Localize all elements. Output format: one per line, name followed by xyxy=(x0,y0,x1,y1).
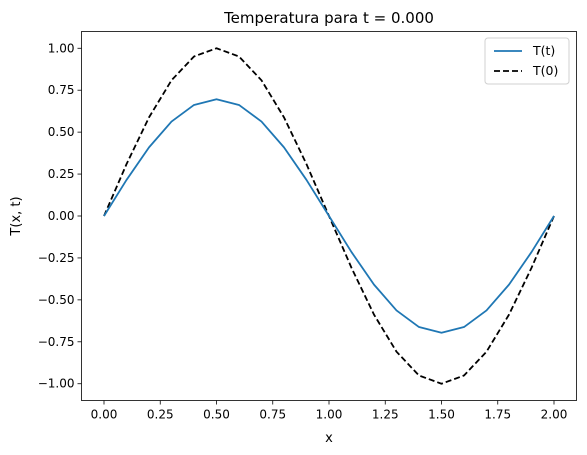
y-tick-label: 0.25 xyxy=(48,167,75,181)
legend-label-t-t: T(t) xyxy=(532,43,555,58)
y-tick-label: 0.50 xyxy=(48,125,75,139)
series-line-t-t xyxy=(103,98,555,334)
x-tick-label: 2.00 xyxy=(541,408,568,422)
y-tick-label: −0.50 xyxy=(38,293,75,307)
x-tick-label: 1.00 xyxy=(316,408,343,422)
x-axis-ticks: 0.00 0.25 0.50 0.75 1.00 1.25 1.50 1.75 2.00 xyxy=(91,400,568,422)
x-tick-label: 1.75 xyxy=(484,408,511,422)
x-tick-label: 1.25 xyxy=(372,408,399,422)
legend-label-t-0: T(0) xyxy=(532,63,558,78)
chart-title: Temperatura para t = 0.000 xyxy=(223,9,434,27)
y-axis-label: T(x, t) xyxy=(9,196,24,236)
y-tick-label: 0.00 xyxy=(48,209,75,223)
legend-frame xyxy=(484,37,570,85)
x-tick-label: 0.75 xyxy=(259,408,286,422)
y-tick-label: 1.00 xyxy=(48,41,75,55)
y-tick-label: −0.75 xyxy=(38,335,75,349)
x-axis-label: x xyxy=(325,431,333,446)
x-tick-label: 0.00 xyxy=(91,408,118,422)
x-tick-label: 1.50 xyxy=(428,408,455,422)
x-tick-label: 0.50 xyxy=(203,408,230,422)
x-tick-label: 0.25 xyxy=(147,408,174,422)
y-tick-label: 0.75 xyxy=(48,83,75,97)
y-axis-ticks: −1.00 −0.75 −0.50 −0.25 0.00 0.25 0.50 0.75 1.00 xyxy=(38,41,82,391)
y-tick-label: −1.00 xyxy=(38,377,75,391)
plot-area xyxy=(81,31,577,401)
series-layer xyxy=(103,47,555,385)
legend: T(t) T(0) xyxy=(484,37,570,85)
y-tick-label: −0.25 xyxy=(38,251,75,265)
